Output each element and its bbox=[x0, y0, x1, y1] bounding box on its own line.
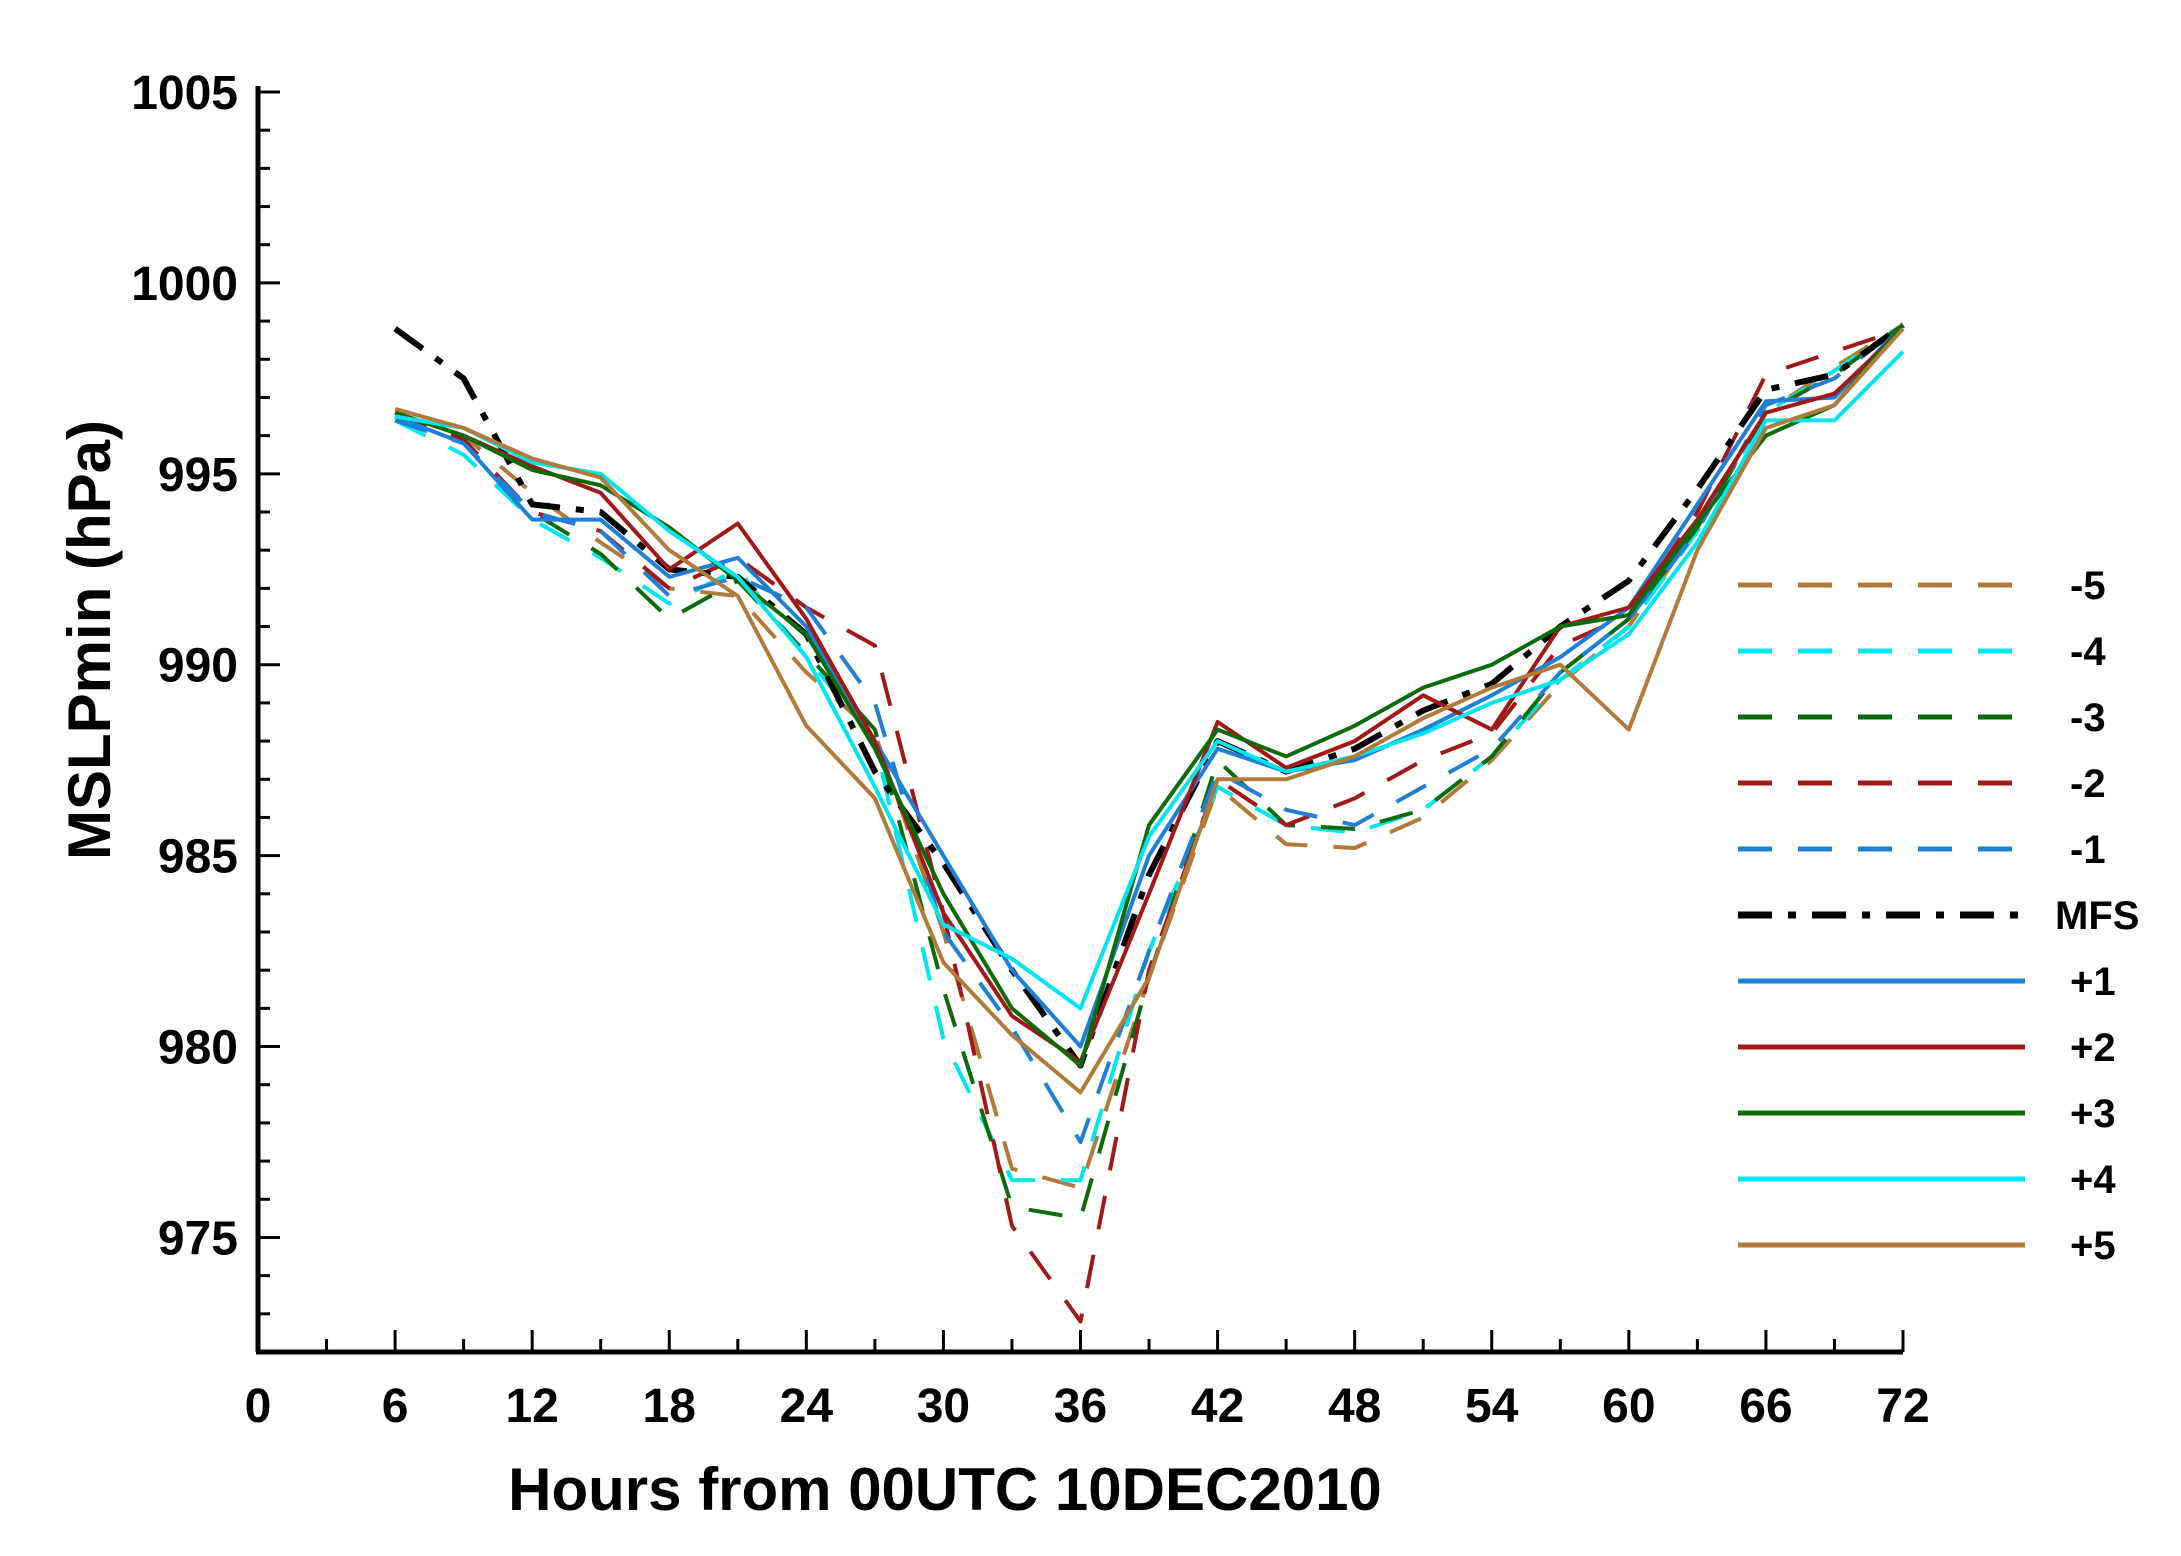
series-line--2 bbox=[394, 326, 1904, 1324]
y-tick-label: 1000 bbox=[131, 258, 238, 311]
x-tick-label: 0 bbox=[245, 1380, 272, 1433]
y-tick-label: 985 bbox=[158, 831, 238, 884]
series-line--5 bbox=[394, 323, 1905, 1190]
legend-label: +5 bbox=[2070, 1224, 2116, 1268]
series-layer bbox=[393, 322, 1905, 1324]
x-tick-label: 66 bbox=[1739, 1380, 1792, 1433]
x-tick-label: 30 bbox=[917, 1380, 970, 1433]
series-line--4 bbox=[394, 323, 1905, 1183]
x-tick-label: 12 bbox=[505, 1380, 558, 1433]
series-line--1 bbox=[394, 323, 1905, 1144]
x-tick-label: 6 bbox=[382, 1380, 409, 1433]
legend: -5 -4 -3 -2 -1 MFS +1 +2 +3 +4 +5 bbox=[1738, 564, 2139, 1268]
legend-label: +4 bbox=[2070, 1158, 2116, 1202]
x-axis-title: Hours from 00UTC 10DEC2010 bbox=[508, 1456, 1382, 1523]
y-tick-label: 1005 bbox=[131, 67, 238, 120]
legend-label: -1 bbox=[2070, 828, 2106, 872]
axes: 0 6 12 18 24 30 36 42 48 54 60 66 72 975 980 985 990 995 1… bbox=[131, 67, 1929, 1433]
x-tick-label: 60 bbox=[1602, 1380, 1655, 1433]
y-axis-title: MSLPmin (hPa) bbox=[56, 420, 123, 860]
x-tick-label: 42 bbox=[1191, 1380, 1244, 1433]
legend-label: +2 bbox=[2070, 1026, 2116, 1070]
y-tick-label: 980 bbox=[158, 1022, 238, 1075]
legend-label: -4 bbox=[2070, 630, 2106, 674]
series-line-MFS bbox=[393, 322, 1905, 1069]
y-tick-label: 995 bbox=[158, 449, 238, 502]
legend-label: +1 bbox=[2070, 960, 2116, 1004]
legend-label: +3 bbox=[2070, 1092, 2116, 1136]
series-line-+1 bbox=[394, 323, 1905, 1049]
legend-label: -5 bbox=[2070, 564, 2106, 608]
legend-label: -3 bbox=[2070, 696, 2106, 740]
x-tick-label: 18 bbox=[643, 1380, 696, 1433]
series-line-+5 bbox=[394, 327, 1905, 1095]
legend-label: -2 bbox=[2070, 762, 2106, 806]
series-line--3 bbox=[394, 323, 1905, 1221]
y-tick-label: 975 bbox=[158, 1212, 238, 1265]
x-tick-label: 48 bbox=[1328, 1380, 1381, 1433]
y-tick-label: 990 bbox=[158, 640, 238, 693]
legend-label: MFS bbox=[2055, 894, 2139, 938]
x-tick-label: 54 bbox=[1465, 1380, 1519, 1433]
x-tick-label: 72 bbox=[1876, 1380, 1929, 1433]
series-line-+2 bbox=[394, 327, 1905, 1064]
series-line-+4 bbox=[394, 350, 1905, 1011]
x-tick-label: 36 bbox=[1054, 1380, 1107, 1433]
x-tick-label: 24 bbox=[780, 1380, 834, 1433]
